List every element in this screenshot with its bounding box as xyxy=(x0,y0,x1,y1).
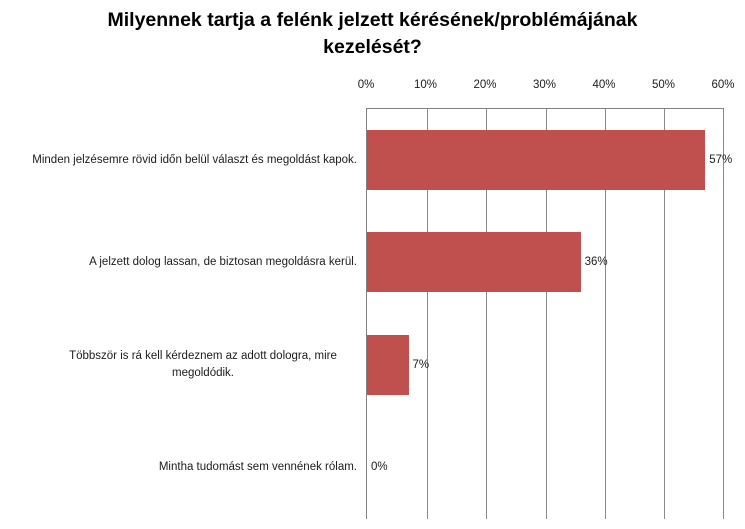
axis-tick-label: 0% xyxy=(357,79,375,91)
value-label: 36% xyxy=(584,256,608,268)
chart-title: Milyennek tartja a felénk jelzett kérésé… xyxy=(0,7,745,61)
category-label: Mintha tudomást sem vennének rólam. xyxy=(158,460,357,473)
category-label: A jelzett dolog lassan, de biztosan mego… xyxy=(89,255,357,268)
bar xyxy=(367,130,706,190)
value-label: 57% xyxy=(709,154,733,166)
bar-row: 7% xyxy=(367,314,723,416)
category-label: Minden jelzésemre rövid időn belül válas… xyxy=(32,153,357,166)
category-label-row: Minden jelzésemre rövid időn belül válas… xyxy=(0,109,361,211)
plot-area xyxy=(366,108,724,519)
gridline xyxy=(485,109,487,519)
category-label-row: Többször is rá kell kérdeznem az adott d… xyxy=(0,314,361,416)
category-label-row: A jelzett dolog lassan, de biztosan mego… xyxy=(0,211,361,313)
bar xyxy=(367,335,409,395)
axis-tick-label: 50% xyxy=(651,79,675,91)
axis-tick-label: 40% xyxy=(592,79,616,91)
axis-tick-label: 10% xyxy=(413,79,438,91)
bar-row: 57% xyxy=(367,109,732,211)
bar xyxy=(367,232,581,292)
value-axis: 0% 10% 20% 30% 40% 50% 60% xyxy=(358,79,735,95)
category-label-row: Mintha tudomást sem vennének rólam. xyxy=(0,416,361,518)
gridline xyxy=(723,109,724,519)
bar-row: 0% xyxy=(367,416,723,518)
gridline xyxy=(545,109,547,519)
bar-row: 36% xyxy=(367,211,723,313)
gridline xyxy=(605,109,606,519)
category-label: Többször is rá kell kérdeznem az adott d… xyxy=(69,350,337,379)
chart-title-line2: kezelését? xyxy=(323,36,422,58)
gridline xyxy=(426,109,428,519)
chart-title-line1: Milyennek tartja a felénk jelzett kérésé… xyxy=(107,9,638,31)
value-label: 0% xyxy=(371,461,388,473)
axis-tick-label: 60% xyxy=(711,79,735,91)
axis-tick-label: 20% xyxy=(473,79,497,91)
axis-tick-label: 30% xyxy=(532,79,557,91)
gridline xyxy=(664,109,666,519)
value-label: 7% xyxy=(412,359,430,371)
